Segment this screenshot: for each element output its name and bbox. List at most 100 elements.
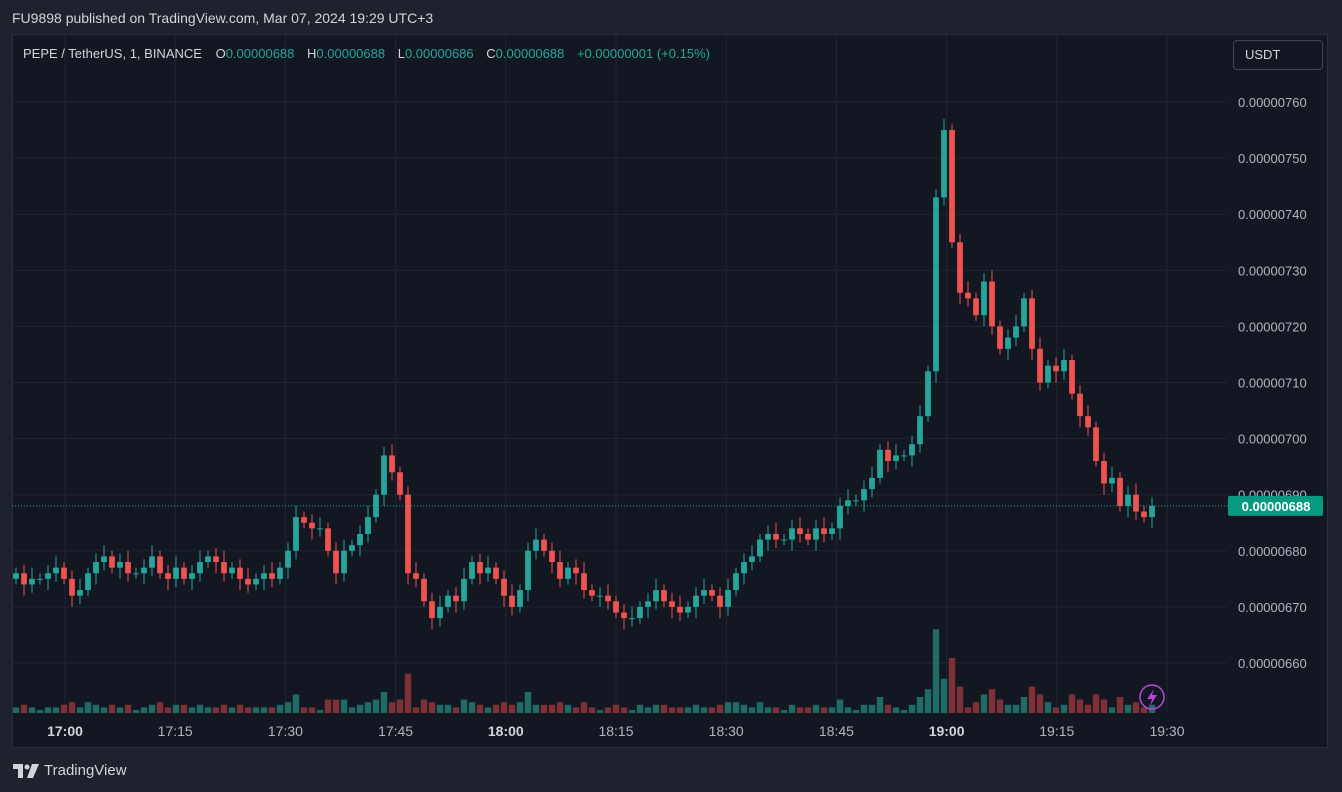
candle-body [173,567,179,579]
volume-bar [1132,702,1140,713]
volume-bar [236,704,244,713]
candle-body [445,595,451,607]
candle-body [573,567,579,574]
candle-body [581,573,587,591]
candle-body [117,562,123,568]
volume-bar [1020,697,1028,713]
candle-body [965,292,971,299]
volume-bar [492,704,500,713]
volume-bar [340,699,348,713]
volume-bar [836,699,844,713]
candle-body [837,505,843,529]
volume-bar [476,704,484,713]
volume-bar [28,707,36,713]
candle-body [37,578,43,580]
candle-body [69,578,75,596]
candle-body [661,590,667,602]
candle-body [301,517,307,523]
open-label: O [215,46,226,61]
candle-body [781,539,787,541]
candle-body [1141,511,1147,518]
volume-bar [436,704,444,713]
volume-bar [92,704,100,713]
volume-bar [748,707,756,713]
x-tick-label: 19:30 [1149,723,1184,739]
candle-body [709,590,715,596]
volume-bar [1140,707,1148,713]
candle-body [717,595,723,607]
candle-body [189,573,195,579]
candle-body [221,562,227,574]
grid-lines [13,35,1227,714]
volume-bar [564,704,572,713]
candle-body [757,539,763,557]
volume-bar [444,704,452,713]
volume-bar [388,702,396,713]
y-tick-label: 0.00000700 [1238,432,1307,447]
y-tick-label: 0.00000710 [1238,376,1307,391]
candle-body [1005,337,1011,349]
volume-bar [140,707,148,713]
volume-bar [1012,704,1020,713]
volume-bar [764,707,772,713]
x-tick-label: 18:30 [709,723,744,739]
volume-bar [932,629,940,713]
candle-body [1069,360,1075,394]
candle-body [141,567,147,574]
candle-body [13,573,19,579]
candle-body [693,595,699,607]
tradingview-logo-icon [13,763,39,778]
volume-bar [604,707,612,713]
volume-bar [820,707,828,713]
candles [13,118,1155,630]
candle-body [725,590,731,607]
candle-body [453,595,459,602]
candle-body [229,567,235,574]
brand-name: TradingView [44,762,127,779]
candle-body [149,556,155,568]
y-tick-label: 0.00000670 [1238,600,1307,615]
y-tick-label: 0.00000730 [1238,263,1307,278]
volume-bar [988,689,996,713]
candle-body [533,539,539,551]
volume-bar [300,707,308,713]
candle-body [333,550,339,574]
candle-body [21,573,27,585]
last-price-label: 0.00000688 [1242,499,1311,514]
volume-bar [276,704,284,713]
candle-body [1109,477,1115,484]
volume-bar [692,704,700,713]
lightning-icon[interactable] [1139,684,1165,710]
volume-bar [1108,707,1116,713]
volume-bar [956,686,964,713]
candle-body [701,590,707,596]
candle-body [1013,326,1019,338]
y-tick-label: 0.00000760 [1238,95,1307,110]
ohlc-legend: PEPE / TetherUS, 1, BINANCE O0.00000688 … [23,46,710,61]
candle-body [1061,360,1067,372]
currency-button[interactable]: USDT [1233,40,1323,70]
volume-bar [844,707,852,713]
candle-body [381,455,387,495]
chart-panel[interactable] [12,34,1328,748]
volume-bar [132,710,140,713]
volume-bar [44,707,52,713]
candle-body [621,612,627,619]
volume-bar [940,678,948,713]
candle-body [477,562,483,574]
volume-bar [892,707,900,713]
volume-bar [804,707,812,713]
candle-body [485,567,491,574]
y-tick-label: 0.00000720 [1238,319,1307,334]
candle-body [181,567,187,579]
candle-body [397,472,403,495]
volume-bar [1036,694,1044,713]
candle-body [1085,416,1091,428]
candle-body [845,500,851,506]
symbol-label[interactable]: PEPE / TetherUS, 1, BINANCE [23,46,202,61]
candle-body [797,528,803,534]
footer-brand[interactable]: TradingView [13,762,127,779]
candle-body [1133,494,1139,512]
candle-body [749,556,755,563]
